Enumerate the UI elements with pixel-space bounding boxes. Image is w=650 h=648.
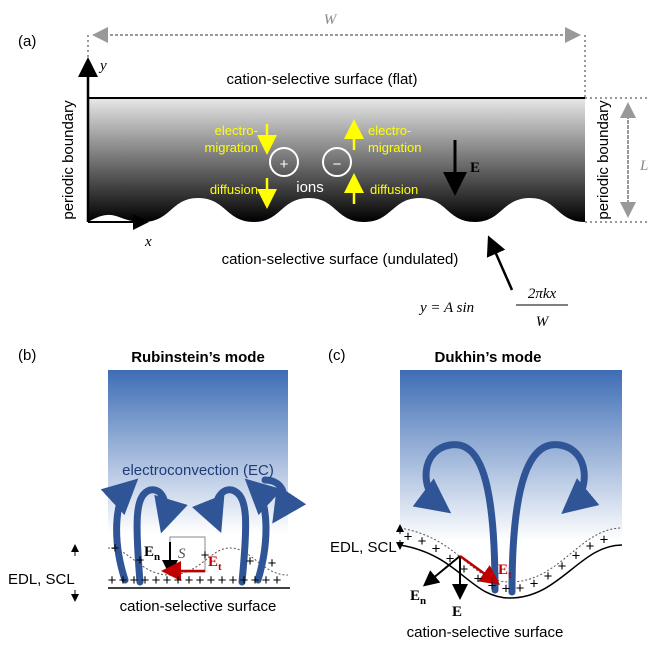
charge: + [418, 533, 427, 550]
flow-arrow [191, 486, 250, 586]
vector [422, 555, 461, 587]
charge: + [262, 572, 271, 589]
ion-label: diffusion [370, 182, 418, 197]
charge: + [201, 547, 210, 564]
charge: + [530, 576, 539, 593]
flow-label: electroconvection (EC) [122, 462, 274, 479]
charge: + [218, 572, 227, 589]
surface-label: cation-selective surface (undulated) [222, 251, 459, 268]
flow-arrow [100, 478, 139, 584]
flow-arrow [133, 486, 188, 586]
charge: + [246, 553, 255, 570]
formula: W [536, 314, 550, 330]
height-label: L [639, 158, 648, 174]
surface [399, 544, 623, 599]
charge: + [600, 531, 609, 548]
ion-label: migration [205, 140, 258, 155]
vector-label: En [144, 544, 160, 563]
charge: + [488, 577, 497, 594]
ion-label: electro- [368, 123, 411, 138]
charge: + [558, 558, 567, 575]
charge: + [251, 572, 260, 589]
charge: + [240, 572, 249, 589]
vector [459, 554, 501, 585]
layer-label: EDL, SCL [330, 539, 397, 556]
panel-title: Rubinstein’s mode [131, 349, 265, 366]
charge: + [174, 572, 183, 589]
flow-arrow [508, 441, 600, 596]
axis-label: y [98, 58, 107, 74]
boundary-label: periodic boundary [60, 100, 77, 220]
panel-label: (a) [18, 33, 36, 50]
ion-label: electro- [215, 123, 258, 138]
charge: + [544, 568, 553, 585]
charge: + [474, 570, 483, 587]
boundary-label: periodic boundary [595, 100, 612, 220]
charge: + [163, 572, 172, 589]
charge: + [229, 572, 238, 589]
charge: + [273, 572, 282, 589]
formula: y = A sin [418, 300, 474, 316]
charge: + [185, 572, 194, 589]
charge: + [572, 547, 581, 564]
formula: 2πkx [528, 286, 557, 302]
ion-label: ions [296, 179, 324, 196]
vector-label: Et [208, 554, 222, 573]
vector-label: En [410, 588, 426, 607]
ion-label: migration [368, 140, 421, 155]
charge: + [502, 581, 511, 598]
charge: + [119, 572, 128, 589]
panel-label: (c) [328, 347, 346, 364]
ion [269, 147, 299, 177]
region-label: S [178, 546, 186, 562]
domain [400, 370, 622, 598]
vector-label: E [452, 604, 462, 620]
layer-label: EDL, SCL [8, 571, 75, 588]
charge: + [108, 572, 117, 589]
charge: + [130, 572, 139, 589]
surface-label: cation-selective surface [120, 598, 277, 615]
charge: + [268, 555, 277, 572]
axis-label: x [144, 234, 152, 250]
charge: + [404, 529, 413, 546]
width-label: W [324, 12, 338, 28]
charge: + [141, 572, 150, 589]
vector-label: Et [498, 562, 512, 581]
ion [322, 147, 352, 177]
charge: + [516, 580, 525, 597]
field-label: E [470, 160, 480, 176]
charge: + [432, 541, 441, 558]
edl-boundary [107, 547, 289, 576]
charge: + [152, 572, 161, 589]
charge: + [460, 561, 469, 578]
surface-label: cation-selective surface [407, 624, 564, 641]
flow-arrow [244, 478, 283, 584]
flow-arrow [412, 441, 499, 594]
ion-sign: − [333, 156, 342, 173]
charge: + [446, 550, 455, 567]
flow-arrow [261, 476, 307, 524]
panel-title: Dukhin’s mode [435, 349, 542, 366]
charge: + [207, 572, 216, 589]
charge: + [586, 538, 595, 555]
ion-sign: + [280, 156, 289, 173]
charge: + [136, 552, 145, 569]
charge: + [196, 572, 205, 589]
ion-label: diffusion [210, 182, 258, 197]
pointer [486, 235, 514, 291]
charge: + [111, 540, 120, 557]
panel-label: (b) [18, 347, 36, 364]
surface-label: cation-selective surface (flat) [227, 71, 418, 88]
